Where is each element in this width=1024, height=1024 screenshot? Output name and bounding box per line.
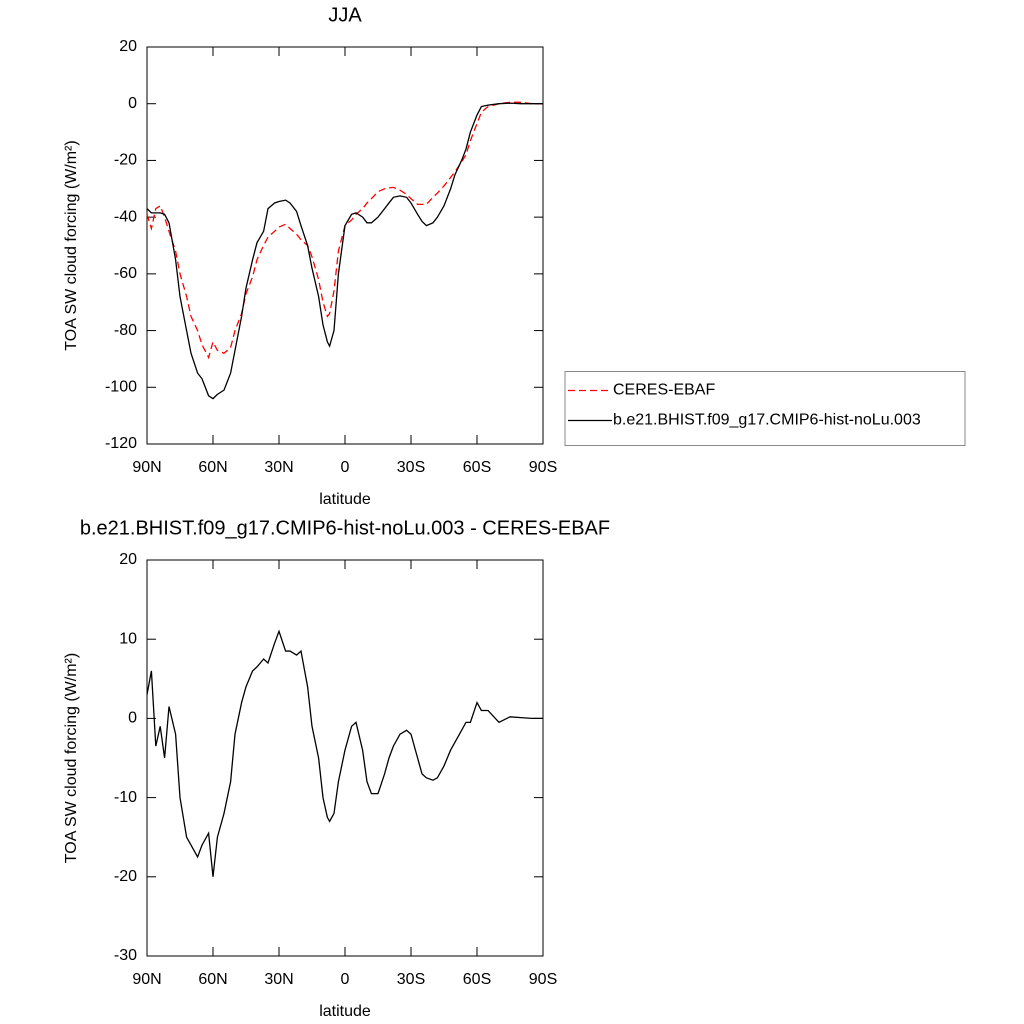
y-tick-label: -10: [114, 789, 137, 806]
y-tick-label: -30: [114, 947, 137, 964]
chart-title: b.e21.BHIST.f09_g17.CMIP6-hist-noLu.003 …: [80, 517, 610, 539]
x-tick-label: 90N: [132, 459, 161, 476]
x-tick-label: 60N: [198, 459, 227, 476]
y-tick-label: -120: [105, 435, 137, 452]
y-tick-label: -100: [105, 379, 137, 396]
data-line: [146, 102, 543, 400]
data-line: [146, 101, 543, 360]
y-tick-label: 20: [119, 38, 137, 55]
y-tick-label: -80: [114, 322, 137, 339]
x-tick-label: 60N: [198, 971, 227, 988]
y-axis-label: TOA SW cloud forcing (W/m²): [63, 140, 80, 350]
data-line: [146, 629, 543, 877]
x-tick-label: 30S: [397, 971, 425, 988]
x-tick-label: 0: [341, 459, 350, 476]
chart-title: JJA: [328, 4, 362, 26]
y-tick-label: -20: [114, 152, 137, 169]
legend-box: [564, 371, 966, 446]
y-axis-label: TOA SW cloud forcing (W/m²): [63, 653, 80, 863]
y-tick-label: -20: [114, 868, 137, 885]
y-tick-label: 20: [119, 551, 137, 568]
x-tick-label: 30N: [264, 459, 293, 476]
y-tick-label: 0: [128, 710, 137, 727]
x-tick-label: 60S: [463, 971, 491, 988]
y-tick-label: -60: [114, 265, 137, 282]
x-tick-label: 90S: [529, 459, 557, 476]
y-tick-label: 0: [128, 95, 137, 112]
y-tick-label: 10: [119, 630, 137, 647]
x-tick-label: 30S: [397, 459, 425, 476]
x-axis-label: latitude: [319, 1003, 371, 1020]
plot-frame: [146, 559, 544, 957]
x-tick-label: 90S: [529, 971, 557, 988]
x-tick-label: 60S: [463, 459, 491, 476]
x-axis-label: latitude: [319, 491, 371, 508]
legend-label: CERES-EBAF: [613, 382, 715, 399]
x-tick-label: 30N: [264, 971, 293, 988]
y-tick-label: -40: [114, 208, 137, 225]
x-tick-label: 0: [341, 971, 350, 988]
legend-label: b.e21.BHIST.f09_g17.CMIP6-hist-noLu.003: [613, 412, 921, 429]
x-tick-label: 90N: [132, 971, 161, 988]
